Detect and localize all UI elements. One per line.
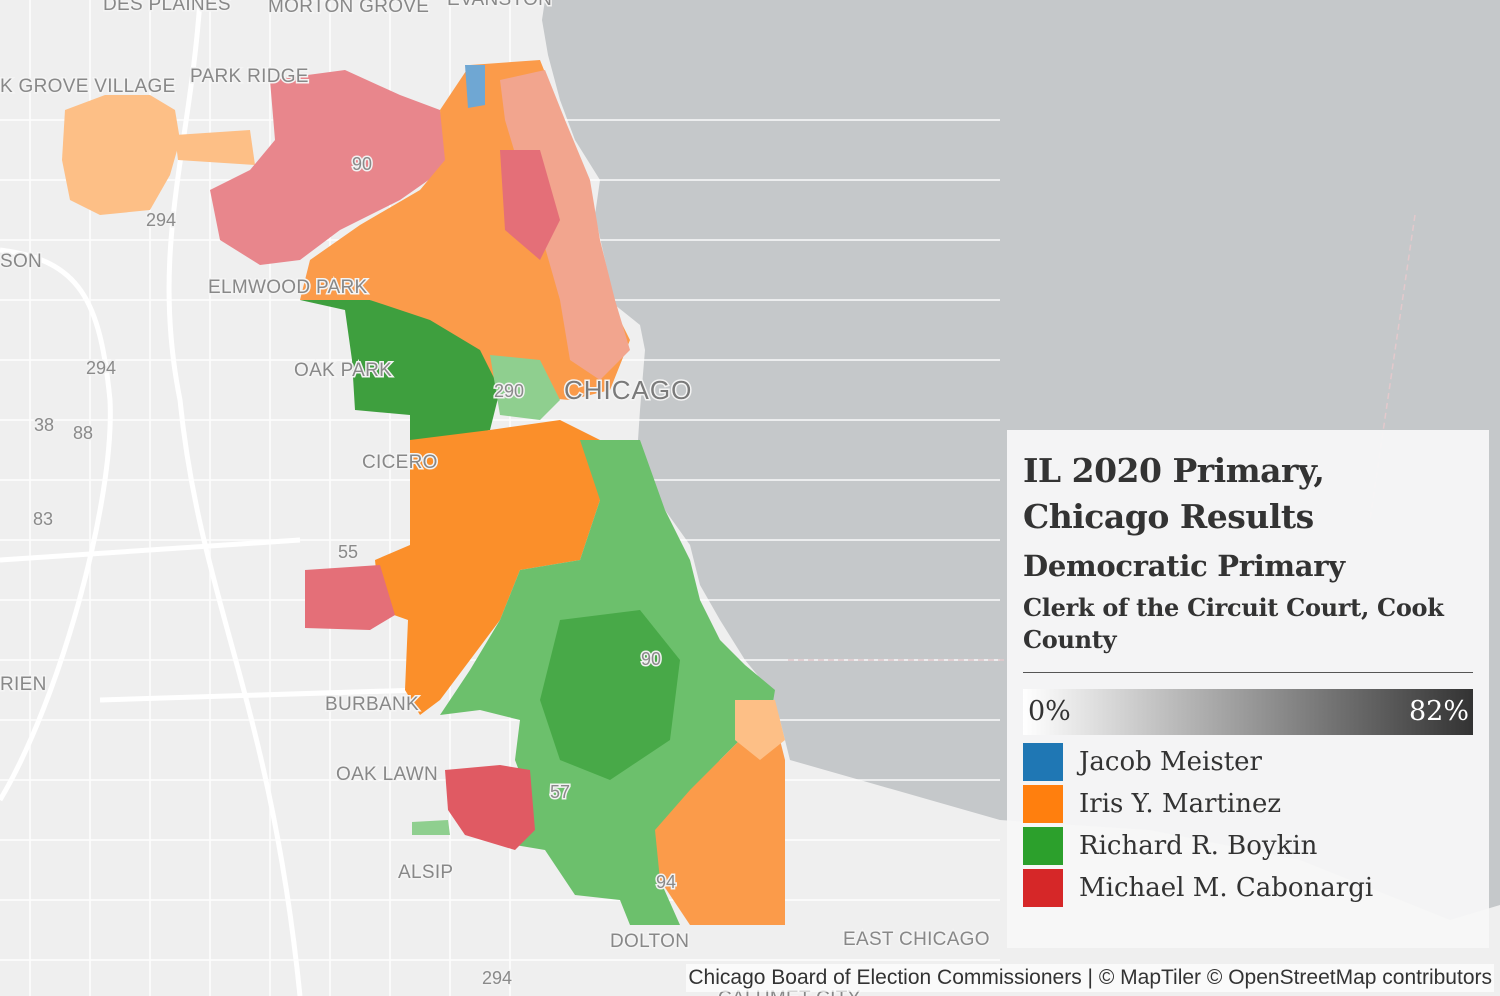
place-label: EAST CHICAGO <box>843 929 990 950</box>
highway-shield: 88 <box>73 423 93 443</box>
state-boundary <box>788 214 1416 661</box>
candidate-name: Richard R. Boykin <box>1079 831 1318 861</box>
candidate-name: Michael M. Cabonargi <box>1079 873 1374 903</box>
candidate-item[interactable]: Michael M. Cabonargi <box>1023 867 1473 909</box>
highway-shield: 90 <box>352 154 372 174</box>
highway-shield: 294 <box>86 358 116 378</box>
candidate-swatch <box>1023 785 1063 823</box>
highway-shield: 90 <box>641 649 661 669</box>
highway-shield: 294 <box>146 210 176 230</box>
color-ramp: 0% 82% <box>1023 689 1473 735</box>
place-label: MORTON GROVE <box>268 0 429 17</box>
ohare-precinct <box>62 95 180 215</box>
candidate-swatch <box>1023 869 1063 907</box>
highway-shield: 290 <box>494 381 524 401</box>
place-label: DOLTON <box>610 931 689 952</box>
ramp-min-label: 0% <box>1028 696 1071 727</box>
ohare-connector <box>175 130 255 165</box>
highway-shield: 294 <box>482 968 512 988</box>
north-lakefront-red <box>500 150 560 260</box>
west-side-green-precincts <box>300 300 500 440</box>
mount-greenwood-red-precincts <box>445 765 535 850</box>
south-green-dark <box>540 610 680 780</box>
east-side-orange <box>735 700 785 760</box>
city-label: CHICAGO <box>564 375 692 405</box>
highway-shield: 57 <box>550 782 570 802</box>
legend-panel: IL 2020 Primary, Chicago Results Democra… <box>1007 430 1489 948</box>
place-label: BURBANK <box>325 694 419 715</box>
ramp-max-label: 82% <box>1408 696 1469 727</box>
candidate-name: Jacob Meister <box>1079 747 1262 777</box>
meister-precincts-north <box>465 65 485 108</box>
place-label: EVANSTON <box>447 0 552 10</box>
place-label: DES PLAINES <box>103 0 231 15</box>
legend-divider <box>1023 672 1473 673</box>
highway-shield: 94 <box>656 872 676 892</box>
place-label: RIEN <box>0 674 47 695</box>
southwest-green-small <box>412 820 450 835</box>
southwest-orange-precincts <box>375 420 600 715</box>
place-label: ELMWOOD PARK <box>208 277 368 298</box>
northwest-red-precincts <box>210 70 450 265</box>
highway-shield: 83 <box>33 509 53 529</box>
highway-shield: 55 <box>338 542 358 562</box>
near-west-green <box>490 355 560 420</box>
legend-race: Clerk of the Circuit Court, Cook County <box>1023 593 1444 654</box>
place-label: OAK PARK <box>294 360 392 381</box>
candidate-item[interactable]: Iris Y. Martinez <box>1023 783 1473 825</box>
north-lakefront-precincts <box>500 70 630 380</box>
place-label: OAK LAWN <box>336 764 438 785</box>
place-label: CICERO <box>362 452 438 473</box>
candidate-item[interactable]: Richard R. Boykin <box>1023 825 1473 867</box>
place-label: SON <box>0 251 42 272</box>
candidate-list: Jacob Meister Iris Y. Martinez Richard R… <box>1023 741 1473 909</box>
candidate-swatch <box>1023 827 1063 865</box>
legend-subtitle: Democratic Primary <box>1023 549 1345 583</box>
candidate-swatch <box>1023 743 1063 781</box>
highway-shield: 38 <box>34 415 54 435</box>
far-south-orange-precincts <box>655 720 785 925</box>
southwest-red-precincts <box>305 565 395 630</box>
place-label: PARK RIDGE <box>190 66 309 87</box>
candidate-name: Iris Y. Martinez <box>1079 789 1282 819</box>
place-label: ALSIP <box>398 862 453 883</box>
legend-title: IL 2020 Primary, Chicago Results <box>1023 451 1325 536</box>
candidate-item[interactable]: Jacob Meister <box>1023 741 1473 783</box>
place-label: K GROVE VILLAGE <box>0 76 176 97</box>
map-attribution[interactable]: Chicago Board of Election Commissioners … <box>686 964 1494 992</box>
